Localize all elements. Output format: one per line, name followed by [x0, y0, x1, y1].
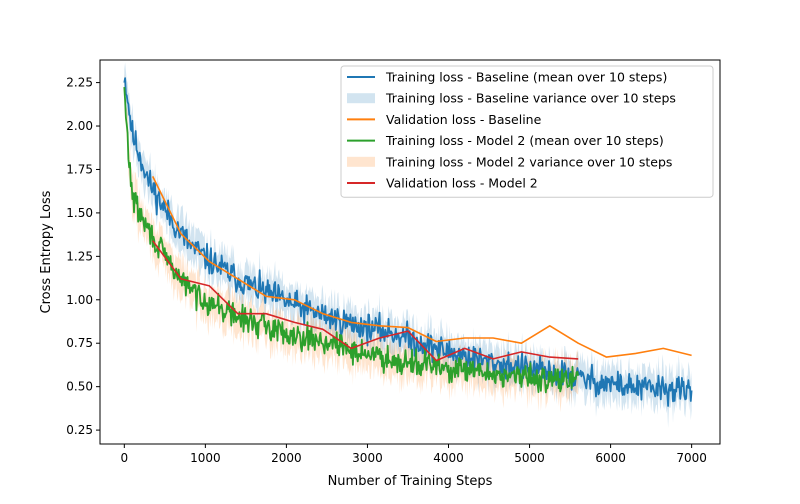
legend-box [340, 65, 714, 198]
x-tick-label: 2000 [271, 451, 302, 465]
y-axis-label: Cross Entropy Loss [39, 190, 54, 313]
x-axis-label: Number of Training Steps [328, 474, 493, 489]
x-tick-label: 5000 [514, 451, 545, 465]
plot-area [123, 62, 693, 429]
legend-swatch [347, 156, 375, 167]
legend-label: Training loss - Baseline (mean over 10 s… [385, 70, 667, 85]
y-tick-label: 1.25 [66, 249, 93, 263]
legend-label: Training loss - Model 2 variance over 10… [385, 154, 672, 169]
series-line-2 [151, 176, 692, 358]
plot-clipped-group [123, 62, 693, 429]
y-tick-label: 0.75 [66, 336, 93, 350]
y-tick-label: 1.75 [66, 162, 93, 176]
x-tick-label: 0 [120, 451, 128, 465]
x-tick-label: 3000 [352, 451, 383, 465]
series-band-4 [124, 73, 579, 413]
x-tick-label: 1000 [190, 451, 221, 465]
legend: Training loss - Baseline (mean over 10 s… [340, 65, 714, 198]
axes-frame [99, 59, 721, 445]
axis-ticks: 0 1000 2000 3000 4000 5000 6000 7000 0.25 0.50 0.7… [66, 76, 707, 465]
legend-label: Training loss - Model 2 (mean over 10 st… [385, 133, 664, 148]
x-tick-label: 4000 [433, 451, 464, 465]
y-tick-label: 1.00 [66, 293, 93, 307]
series-line-3 [123, 87, 580, 394]
legend-label: Validation loss - Baseline [386, 112, 542, 127]
y-tick-label: 0.50 [66, 380, 93, 394]
y-tick-label: 2.00 [66, 119, 93, 133]
x-tick-label: 6000 [595, 451, 626, 465]
series-line-5 [152, 240, 579, 362]
y-tick-label: 2.25 [66, 76, 93, 90]
y-tick-label: 0.25 [66, 423, 93, 437]
legend-label: Validation loss - Model 2 [386, 176, 538, 191]
x-tick-label: 7000 [676, 451, 707, 465]
legend-swatch [347, 93, 375, 104]
legend-label: Training loss - Baseline variance over 1… [385, 91, 676, 106]
y-tick-label: 1.50 [66, 206, 93, 220]
